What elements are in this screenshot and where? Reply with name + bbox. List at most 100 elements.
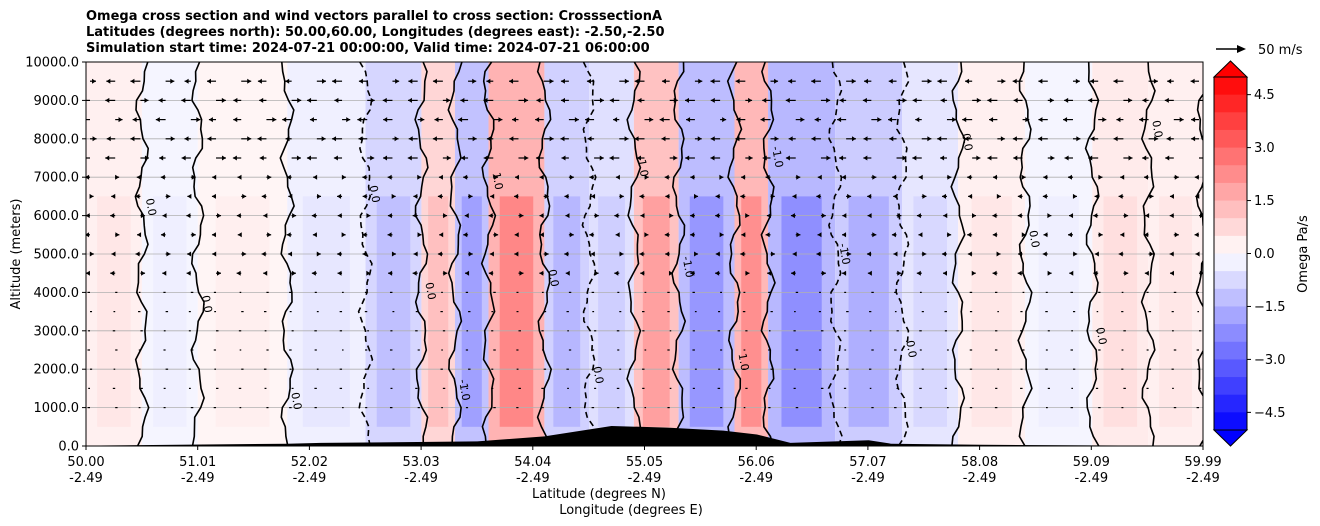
contour-line xyxy=(671,62,687,446)
wind-vector-head xyxy=(458,117,463,123)
wind-vector-head xyxy=(745,270,750,276)
wind-vector-head xyxy=(519,270,524,276)
wind-vector-head xyxy=(1072,193,1077,199)
wind-vector-head xyxy=(1190,78,1195,84)
wind-vector-head xyxy=(947,174,952,180)
x-tick-label-latitude: 57.07 xyxy=(849,455,886,470)
wind-vector-head xyxy=(259,97,264,103)
wind-vector-head xyxy=(141,270,146,276)
wind-vector-head xyxy=(1191,136,1196,142)
wind-vector-head xyxy=(297,97,302,103)
wind-vector-head xyxy=(207,136,212,142)
y-tick-label: 8000.0 xyxy=(34,132,80,147)
wind-vector-head xyxy=(841,174,846,180)
wind-vector-head xyxy=(1169,193,1174,199)
wind-vector-head xyxy=(346,117,351,123)
wind-vector-head xyxy=(217,213,222,219)
wind-vector-head xyxy=(624,136,629,142)
wind-vector-head xyxy=(498,117,503,123)
wind-vector-head xyxy=(962,117,967,123)
wind-vector-head xyxy=(918,232,923,238)
wind-vector-head xyxy=(589,232,594,238)
wind-vector-head xyxy=(158,97,163,103)
wind-vector-head xyxy=(872,174,877,180)
wind-vector-head xyxy=(322,78,327,84)
wind-vector-head xyxy=(1076,136,1081,142)
wind-vector-head xyxy=(217,270,222,276)
wind-vector-head xyxy=(996,251,1001,257)
wind-vector-head xyxy=(313,174,318,180)
wind-vector-head xyxy=(366,270,371,276)
wind-vector-head xyxy=(1017,270,1022,276)
wind-vector-head xyxy=(1000,136,1005,142)
wind-vector-head xyxy=(915,117,920,123)
wind-vector-head xyxy=(594,270,599,276)
wind-vector-head xyxy=(490,193,495,199)
contour-label: 0.0 xyxy=(545,268,561,287)
wind-vector-head xyxy=(1043,174,1048,180)
wind-vector-head xyxy=(770,193,775,199)
wind-vector-head xyxy=(639,251,644,257)
wind-vector-head xyxy=(191,174,196,180)
wind-vector-head xyxy=(186,270,191,276)
wind-vector-head xyxy=(1050,155,1055,161)
wind-vector-head xyxy=(166,251,171,257)
wind-vector-head xyxy=(81,156,85,161)
y-tick-label: 2000.0 xyxy=(34,363,80,378)
wind-vector-head xyxy=(311,270,316,276)
x-tick-label-longitude: -2.49 xyxy=(516,471,550,486)
wind-vector-head xyxy=(569,174,574,180)
wind-vector-head xyxy=(762,97,767,103)
wind-vector-head xyxy=(221,97,226,103)
wind-vector-head xyxy=(811,136,816,142)
wind-vector-head xyxy=(1017,193,1022,199)
wind-vector-head xyxy=(1069,270,1074,276)
wind-vector-head xyxy=(1169,251,1174,257)
colorbar-segment xyxy=(1214,288,1247,307)
y-tick-label: 9000.0 xyxy=(34,94,80,109)
wind-vector-head xyxy=(162,270,167,276)
wind-vector-head xyxy=(89,193,94,199)
wind-vector-head xyxy=(665,251,670,257)
wind-vector-head xyxy=(967,251,972,257)
wind-vector-head xyxy=(1118,251,1123,257)
wind-vector-head xyxy=(614,270,619,276)
wind-vector-head xyxy=(184,78,189,84)
wind-vector-head xyxy=(464,213,469,219)
wind-vector-head xyxy=(211,193,216,199)
wind-vector-head xyxy=(888,78,893,84)
wind-vector-head xyxy=(1116,117,1121,123)
wind-vector-head xyxy=(159,155,164,161)
wind-vector-head xyxy=(341,232,346,238)
wind-vector-head xyxy=(366,213,371,219)
wind-vector-head xyxy=(1038,136,1043,142)
wind-vector-head xyxy=(489,251,494,257)
colorbar-tick-label: 1.5 xyxy=(1254,194,1275,209)
wind-vector-head xyxy=(619,193,624,199)
colorbar-tick-label: 3.0 xyxy=(1254,141,1275,156)
wind-vector-head xyxy=(92,78,96,84)
wind-vector-head xyxy=(292,213,297,219)
wind-vector-head xyxy=(565,213,570,219)
x-tick-label-latitude: 59.09 xyxy=(1073,455,1110,470)
wind-vector-head xyxy=(391,251,396,257)
wind-vector-head xyxy=(891,232,896,238)
wind-vector-head xyxy=(1067,174,1072,180)
wind-vector-head xyxy=(512,117,517,123)
wind-vector-head xyxy=(1013,97,1018,103)
wind-vector-head xyxy=(263,270,268,276)
wind-vector-head xyxy=(544,193,549,199)
wind-vector-head xyxy=(893,193,898,199)
wind-vector-head xyxy=(420,117,425,123)
colorbar-segment xyxy=(1214,235,1247,254)
wind-vector-head xyxy=(619,251,624,257)
colorbar-segment xyxy=(1214,94,1247,113)
wind-vector-head xyxy=(1038,117,1043,123)
wind-vector-head xyxy=(494,232,499,238)
wind-vector-head xyxy=(866,251,871,257)
wind-vector-head xyxy=(394,136,399,142)
contour-label: 0.0 xyxy=(143,197,159,216)
colorbar-segment xyxy=(1214,324,1247,343)
wind-vector-head xyxy=(115,174,120,180)
